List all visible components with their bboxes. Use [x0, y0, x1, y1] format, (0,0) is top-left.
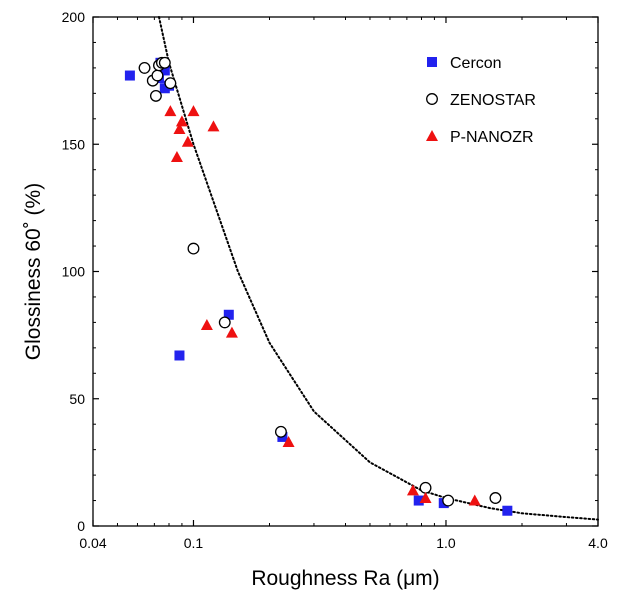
fit-curve: [158, 16, 599, 521]
legend-item: ZENOSTAR: [426, 92, 536, 109]
y-tick-label: 150: [62, 136, 86, 152]
data-point: [181, 135, 194, 147]
data-point: [406, 484, 419, 496]
fit-curve-line: [158, 16, 599, 521]
y-tick-label: 0: [77, 518, 85, 534]
data-point: [468, 494, 481, 506]
data-point: [174, 350, 185, 361]
data-point: [413, 495, 424, 506]
data-point: [158, 56, 171, 69]
series-p-nanozr: [164, 105, 481, 506]
legend-marker: [427, 57, 437, 67]
data-point: [175, 115, 188, 127]
data-point: [489, 492, 502, 504]
legend-label: Cercon: [450, 55, 502, 72]
y-tick-label: 200: [62, 9, 86, 25]
data-point: [502, 505, 513, 516]
legend-item: Cercon: [427, 55, 502, 72]
data-point: [442, 494, 455, 507]
data-point: [282, 436, 295, 448]
y-tick-label: 50: [69, 391, 85, 407]
data-point: [187, 105, 200, 117]
x-axis-label: Roughness Ra (μm): [251, 567, 439, 590]
data-point: [138, 61, 151, 74]
legend-item: P-NANOZR: [426, 129, 534, 146]
x-tick-label: 1.0: [436, 535, 456, 551]
legend-marker: [426, 93, 438, 105]
data-point: [124, 70, 135, 81]
y-axis-label: Glossiness 60˚ (%): [22, 183, 45, 360]
data-point: [225, 326, 238, 338]
data-point: [159, 65, 170, 76]
data-point: [200, 318, 213, 330]
data-point: [223, 309, 234, 320]
legend: Cercon ZENOSTAR P-NANOZR: [426, 55, 536, 146]
data-points: [124, 56, 513, 516]
data-point: [187, 242, 200, 255]
x-tick-label: 4.0: [588, 535, 608, 551]
data-point: [218, 316, 231, 329]
legend-label: P-NANOZR: [450, 129, 534, 146]
data-point: [173, 122, 186, 134]
data-point: [151, 69, 164, 82]
legend-label: ZENOSTAR: [450, 92, 536, 109]
data-point: [207, 120, 220, 132]
y-tick-label: 100: [62, 264, 86, 280]
data-point: [170, 150, 183, 162]
x-tick-label: 0.1: [184, 535, 204, 551]
data-point: [274, 425, 287, 438]
x-tick-label: 0.04: [79, 535, 106, 551]
legend-marker: [426, 130, 438, 141]
series-cercon: [124, 57, 513, 516]
axes: 0 50 100 150 200 0.04 0.1 1.0 4.0: [62, 9, 608, 551]
data-point: [149, 89, 162, 102]
data-point: [164, 77, 177, 90]
data-point: [419, 492, 432, 504]
series-zenostar: [138, 56, 502, 507]
data-point: [419, 481, 432, 494]
data-point: [164, 105, 177, 117]
